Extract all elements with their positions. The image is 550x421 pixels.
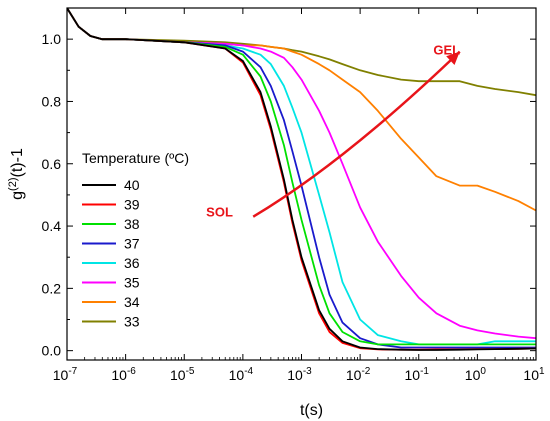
x-tick-label-exponent: 1 bbox=[539, 366, 545, 377]
x-tick-label: 10-4 bbox=[229, 366, 254, 383]
legend-label-39: 39 bbox=[124, 197, 140, 213]
x-tick-label-base: 10 bbox=[287, 367, 303, 383]
y-axis-title: g(2)(t)-1 bbox=[7, 148, 26, 200]
x-tick-label: 101 bbox=[523, 366, 545, 383]
x-tick-label-exponent: -1 bbox=[420, 366, 429, 377]
x-tick-label-base: 10 bbox=[465, 367, 481, 383]
x-tick-label-base: 10 bbox=[346, 367, 362, 383]
legend-label-37: 37 bbox=[124, 236, 140, 252]
sol-gel-arrowhead bbox=[446, 51, 460, 65]
x-tick-label-base: 10 bbox=[405, 367, 421, 383]
x-tick-label-exponent: 0 bbox=[480, 366, 486, 377]
x-tick-label: 10-7 bbox=[53, 366, 78, 383]
x-tick-label-exponent: -3 bbox=[303, 366, 312, 377]
y-tick-label: 0.2 bbox=[42, 280, 62, 296]
y-tick-label: 1.0 bbox=[42, 31, 62, 47]
x-tick-label-base: 10 bbox=[229, 367, 245, 383]
legend-label-35: 35 bbox=[124, 275, 140, 291]
x-tick-label: 10-1 bbox=[405, 366, 430, 383]
legend-label-40: 40 bbox=[124, 177, 140, 193]
x-tick-label-exponent: -5 bbox=[186, 366, 195, 377]
x-tick-label: 10-5 bbox=[170, 366, 195, 383]
annotation-layer: GEL SOL bbox=[206, 43, 461, 220]
x-tick-label-base: 10 bbox=[523, 367, 539, 383]
annotation-gel: GEL bbox=[433, 43, 460, 58]
x-tick-label-base: 10 bbox=[111, 367, 127, 383]
x-tick-label-exponent: -7 bbox=[68, 366, 77, 377]
y-axis-title-base: g bbox=[9, 191, 26, 200]
legend-title: Temperature (ºC) bbox=[82, 150, 189, 166]
y-tick-label: 0.4 bbox=[42, 218, 62, 234]
legend: Temperature (ºC) 40 39 38 37 36 35 34 33 bbox=[82, 150, 189, 330]
x-tick-label-base: 10 bbox=[170, 367, 186, 383]
x-tick-label-exponent: -4 bbox=[244, 366, 253, 377]
tick-layer: 0.00.20.40.60.81.010-7 10-6 10-5 10-4 10-3 10… bbox=[42, 7, 545, 383]
x-tick-label-base: 10 bbox=[53, 367, 69, 383]
y-axis-title-sup: (2) bbox=[7, 177, 19, 190]
x-tick-label: 100 bbox=[465, 366, 487, 383]
y-tick-label: 0.8 bbox=[42, 93, 62, 109]
x-tick-label-exponent: -2 bbox=[361, 366, 370, 377]
x-axis-title: t(s) bbox=[300, 402, 323, 419]
y-tick-label: 0.6 bbox=[42, 156, 62, 172]
annotation-sol: SOL bbox=[206, 205, 233, 220]
y-axis-title-rest: (t)-1 bbox=[9, 148, 26, 177]
legend-label-38: 38 bbox=[124, 216, 140, 232]
y-tick-label: 0.0 bbox=[42, 343, 62, 359]
sol-gel-arrow bbox=[252, 50, 461, 218]
legend-label-34: 34 bbox=[124, 294, 140, 310]
x-tick-label: 10-2 bbox=[346, 366, 371, 383]
series-line-40 bbox=[67, 8, 536, 351]
x-tick-label-exponent: -6 bbox=[127, 366, 136, 377]
x-tick-label: 10-3 bbox=[287, 366, 312, 383]
series-line-33 bbox=[67, 8, 536, 97]
x-tick-label: 10-6 bbox=[111, 366, 136, 383]
legend-label-33: 33 bbox=[124, 314, 140, 330]
legend-label-36: 36 bbox=[124, 255, 140, 271]
